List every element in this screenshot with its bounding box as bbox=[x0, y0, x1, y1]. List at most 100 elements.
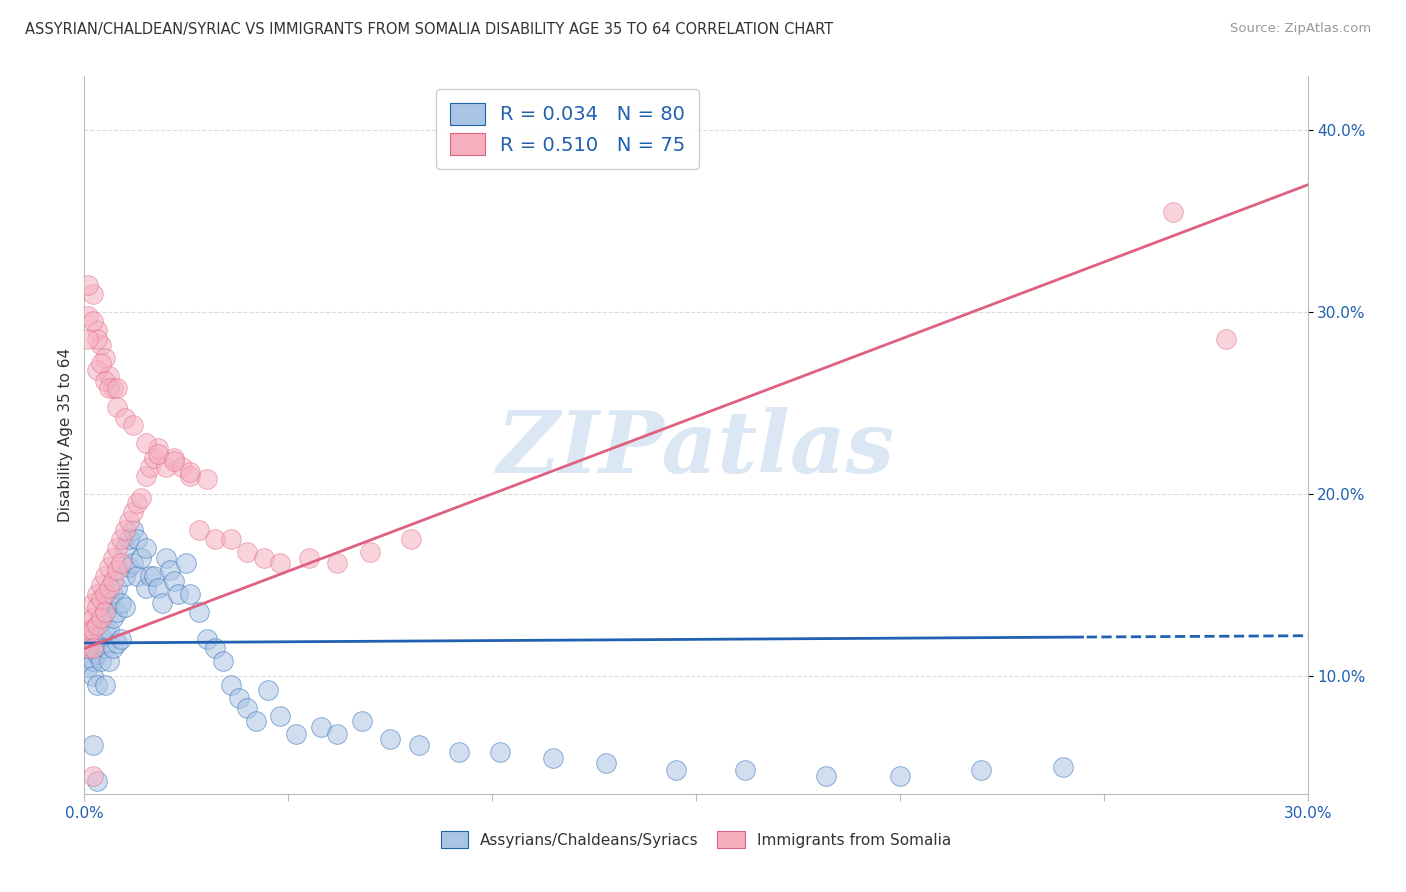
Point bbox=[101, 550, 124, 565]
Point bbox=[114, 410, 136, 425]
Point bbox=[1161, 205, 1184, 219]
Point bbox=[77, 632, 100, 647]
Point bbox=[204, 533, 226, 547]
Point bbox=[122, 556, 145, 570]
Point bbox=[122, 523, 145, 537]
Point bbox=[131, 550, 153, 565]
Point bbox=[1052, 759, 1074, 773]
Point bbox=[90, 629, 112, 643]
Point bbox=[93, 587, 115, 601]
Point bbox=[82, 624, 104, 638]
Point bbox=[90, 614, 112, 628]
Point bbox=[110, 556, 132, 570]
Point bbox=[118, 533, 141, 547]
Point bbox=[174, 556, 197, 570]
Point bbox=[93, 605, 115, 619]
Point bbox=[236, 545, 259, 559]
Point bbox=[135, 436, 157, 450]
Point bbox=[285, 727, 308, 741]
Point bbox=[90, 592, 112, 607]
Point bbox=[97, 624, 120, 638]
Point bbox=[77, 309, 100, 323]
Point bbox=[93, 624, 115, 638]
Point bbox=[82, 641, 104, 656]
Point bbox=[408, 738, 430, 752]
Point bbox=[195, 632, 218, 647]
Point bbox=[97, 654, 120, 668]
Point bbox=[82, 287, 104, 301]
Point bbox=[380, 732, 402, 747]
Point bbox=[82, 669, 104, 683]
Point bbox=[236, 701, 259, 715]
Point bbox=[97, 382, 120, 396]
Point bbox=[93, 374, 115, 388]
Point bbox=[815, 769, 838, 783]
Point bbox=[309, 720, 332, 734]
Point bbox=[110, 632, 132, 647]
Point bbox=[77, 641, 100, 656]
Point bbox=[155, 550, 177, 565]
Point bbox=[146, 447, 169, 461]
Point bbox=[97, 582, 120, 596]
Point bbox=[82, 596, 104, 610]
Point bbox=[159, 563, 181, 577]
Point bbox=[163, 454, 186, 468]
Point bbox=[86, 617, 108, 632]
Point bbox=[298, 550, 321, 565]
Point bbox=[150, 596, 173, 610]
Point bbox=[105, 382, 128, 396]
Point bbox=[97, 559, 120, 574]
Point bbox=[127, 568, 149, 582]
Point bbox=[118, 559, 141, 574]
Point bbox=[269, 708, 291, 723]
Point bbox=[114, 541, 136, 556]
Point bbox=[489, 745, 512, 759]
Point bbox=[179, 587, 201, 601]
Point bbox=[245, 714, 267, 728]
Point bbox=[93, 568, 115, 582]
Point bbox=[155, 459, 177, 474]
Point bbox=[105, 605, 128, 619]
Point bbox=[105, 582, 128, 596]
Point bbox=[105, 563, 128, 577]
Point bbox=[90, 578, 112, 592]
Point bbox=[359, 545, 381, 559]
Point bbox=[543, 750, 565, 764]
Point bbox=[82, 654, 104, 668]
Point bbox=[77, 659, 100, 673]
Point bbox=[77, 333, 100, 347]
Point bbox=[253, 550, 276, 565]
Point bbox=[86, 774, 108, 789]
Point bbox=[90, 654, 112, 668]
Point bbox=[1215, 333, 1237, 347]
Point bbox=[122, 417, 145, 432]
Point bbox=[110, 596, 132, 610]
Point bbox=[187, 523, 209, 537]
Point bbox=[204, 641, 226, 656]
Point bbox=[195, 472, 218, 486]
Point bbox=[135, 541, 157, 556]
Point bbox=[163, 450, 186, 465]
Point bbox=[101, 382, 124, 396]
Point bbox=[77, 624, 100, 638]
Point bbox=[86, 647, 108, 661]
Point bbox=[101, 641, 124, 656]
Point bbox=[146, 582, 169, 596]
Point bbox=[212, 654, 235, 668]
Point bbox=[127, 496, 149, 510]
Point bbox=[257, 683, 280, 698]
Point bbox=[595, 756, 617, 770]
Point bbox=[146, 442, 169, 456]
Text: Source: ZipAtlas.com: Source: ZipAtlas.com bbox=[1230, 22, 1371, 36]
Point bbox=[101, 587, 124, 601]
Point bbox=[105, 636, 128, 650]
Point bbox=[86, 617, 108, 632]
Legend: Assyrians/Chaldeans/Syriacs, Immigrants from Somalia: Assyrians/Chaldeans/Syriacs, Immigrants … bbox=[434, 824, 957, 855]
Point bbox=[135, 468, 157, 483]
Point bbox=[86, 323, 108, 337]
Text: ZIPatlas: ZIPatlas bbox=[496, 408, 896, 491]
Text: ASSYRIAN/CHALDEAN/SYRIAC VS IMMIGRANTS FROM SOMALIA DISABILITY AGE 35 TO 64 CORR: ASSYRIAN/CHALDEAN/SYRIAC VS IMMIGRANTS F… bbox=[25, 22, 834, 37]
Point bbox=[90, 610, 112, 624]
Point bbox=[82, 610, 104, 624]
Point bbox=[167, 587, 190, 601]
